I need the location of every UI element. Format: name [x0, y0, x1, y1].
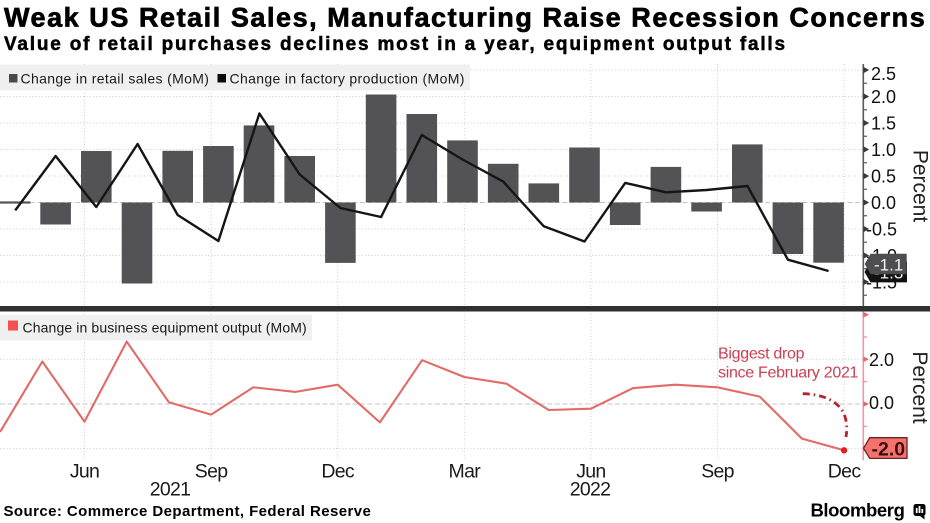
svg-text:Sep: Sep — [701, 461, 734, 483]
svg-text:Biggest drop: Biggest drop — [718, 346, 805, 363]
svg-text:Change in factory production (: Change in factory production (MoM) — [230, 71, 465, 87]
svg-text:1.5: 1.5 — [871, 113, 896, 133]
svg-text:Dec: Dec — [828, 461, 862, 483]
svg-text:since February 2021: since February 2021 — [718, 365, 859, 382]
svg-text:-2.0: -2.0 — [872, 438, 906, 460]
svg-text:1.0: 1.0 — [871, 140, 896, 160]
svg-text:Source: Commerce Department, F: Source: Commerce Department, Federal Res… — [4, 503, 372, 520]
svg-text:2.5: 2.5 — [871, 64, 896, 84]
svg-text:Bloomberg: Bloomberg — [810, 500, 904, 521]
svg-text:Dec: Dec — [321, 461, 355, 483]
svg-text:Jun: Jun — [576, 461, 605, 483]
svg-text:Percent: Percent — [909, 150, 930, 223]
svg-text:Change in retail sales (MoM): Change in retail sales (MoM) — [21, 71, 210, 87]
svg-text:2021: 2021 — [150, 479, 191, 501]
svg-text:Sep: Sep — [195, 461, 228, 483]
svg-text:Change in business equipment o: Change in business equipment output (MoM… — [23, 320, 307, 336]
svg-text:Percent: Percent — [908, 351, 930, 424]
svg-text:Mar: Mar — [449, 461, 482, 483]
svg-text:0.0: 0.0 — [871, 193, 896, 213]
svg-text:0.5: 0.5 — [871, 166, 896, 186]
svg-text:Value of retail purchases decl: Value of retail purchases declines most … — [4, 34, 787, 55]
svg-text:2.0: 2.0 — [871, 87, 896, 107]
svg-text:-0.5: -0.5 — [866, 219, 897, 239]
svg-text:Weak US Retail Sales, Manufact: Weak US Retail Sales, Manufacturing Rais… — [4, 3, 926, 33]
svg-text:2.0: 2.0 — [869, 350, 894, 370]
svg-text:Jun: Jun — [70, 461, 99, 483]
svg-text:-1.1: -1.1 — [874, 256, 903, 275]
svg-text:0.0: 0.0 — [869, 393, 894, 413]
svg-text:2022: 2022 — [570, 479, 611, 501]
